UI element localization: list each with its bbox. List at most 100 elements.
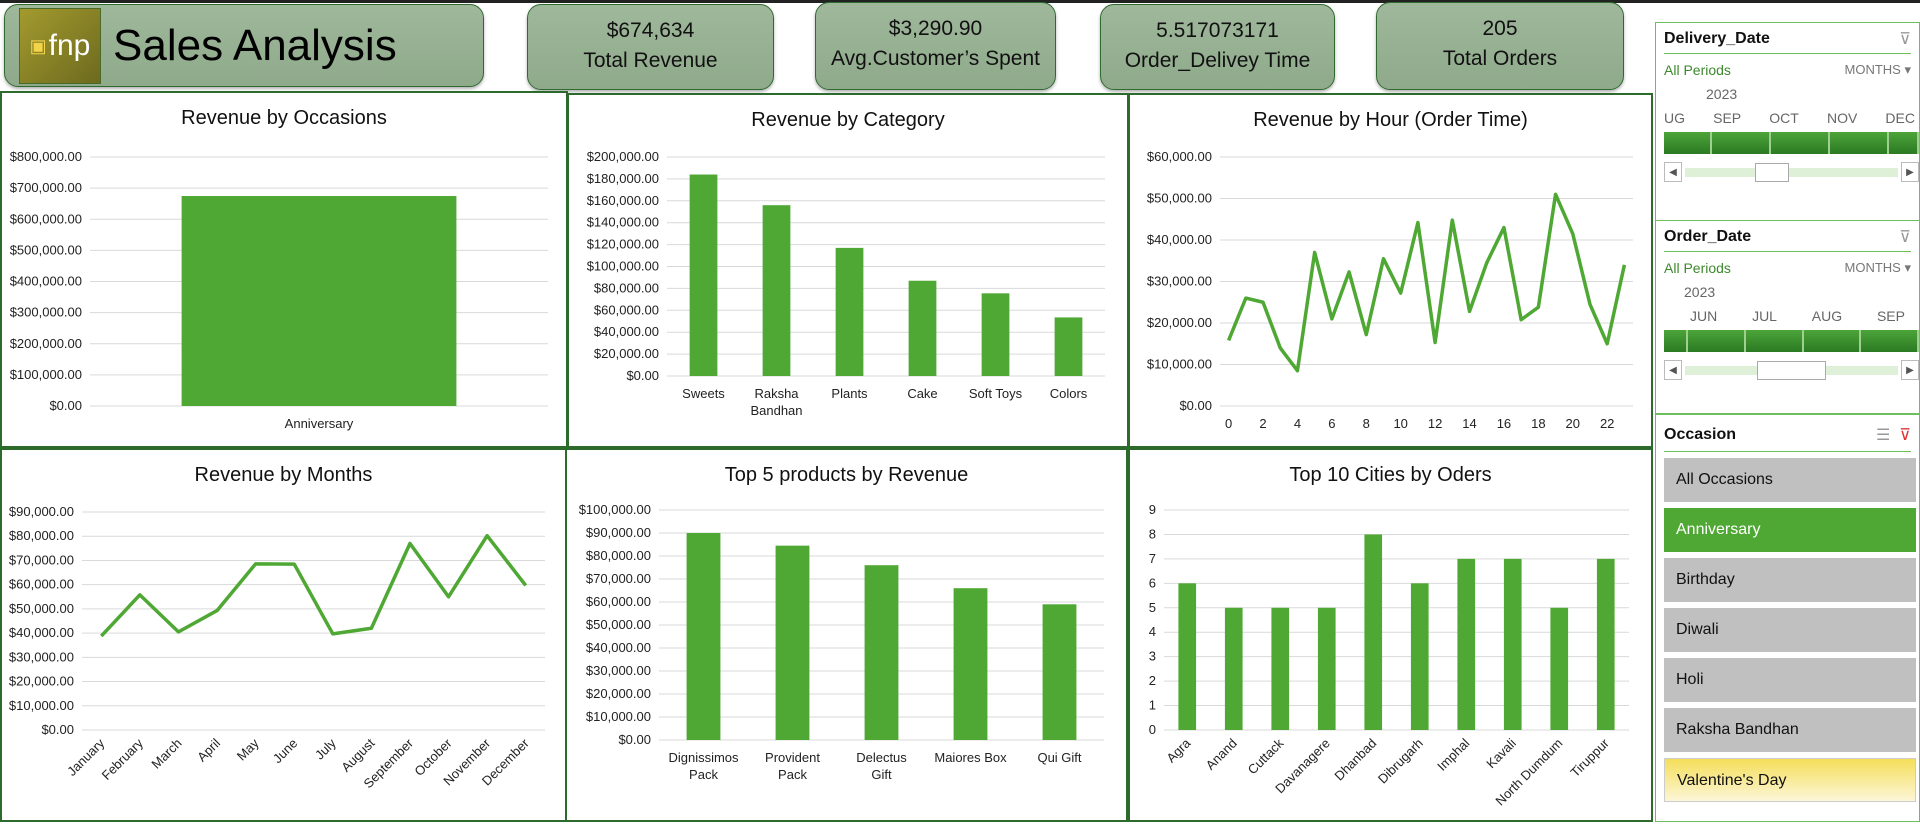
month-label: JUN	[1690, 308, 1718, 324]
item-label: Diwali	[1676, 621, 1719, 638]
slicer-title: Occasion	[1664, 426, 1737, 443]
scroll-thumb[interactable]	[1755, 162, 1790, 182]
item-label: Anniversary	[1676, 521, 1761, 538]
x-tick-label: 0	[1225, 416, 1232, 431]
x-tick-label: Delectus	[856, 750, 907, 765]
y-tick-label: $40,000.00	[9, 625, 74, 640]
timeline-bars[interactable]	[1664, 132, 1920, 154]
slicer-item-diwali[interactable]: Diwali	[1664, 608, 1916, 652]
x-tick-label: Dibrugarh	[1375, 736, 1426, 787]
y-tick-label: $60,000.00	[1147, 149, 1212, 164]
x-tick-label: 22	[1600, 416, 1614, 431]
y-tick-label: $300,000.00	[10, 305, 82, 320]
time-level-value: MONTHS	[1844, 260, 1901, 275]
bar	[1410, 583, 1429, 730]
slicer-item-all-occasions[interactable]: All Occasions	[1664, 458, 1916, 502]
chart-revenue-by-category: Revenue by Category $0.00 $20,000.00 $40,00…	[567, 93, 1129, 448]
slicer-order-date: Order_Date ⊽ All Periods MONTHS ▾ 2023 JUN…	[1655, 220, 1920, 414]
x-tick-label: 18	[1531, 416, 1545, 431]
y-tick-label: $50,000.00	[1147, 191, 1212, 206]
y-tick-label: 4	[1149, 624, 1156, 639]
x-tick-label: Pack	[778, 767, 807, 782]
bar	[835, 247, 864, 376]
bar	[864, 565, 899, 740]
slicer-item-anniversary[interactable]: Anniversary	[1664, 508, 1916, 552]
y-tick-label: $200,000.00	[587, 149, 659, 164]
y-tick-label: $0.00	[618, 732, 651, 747]
y-tick-label: $30,000.00	[9, 649, 74, 664]
kpi-label: Avg.Customer’s Spent	[831, 47, 1040, 70]
timeline-scrollbar[interactable]: ◀ ▶	[1664, 360, 1919, 380]
x-tick-label: 16	[1497, 416, 1511, 431]
scroll-track[interactable]	[1685, 162, 1898, 182]
x-tick-label: 6	[1328, 416, 1335, 431]
y-tick-label: $140,000.00	[587, 215, 659, 230]
bar	[775, 545, 810, 740]
slicer-occasion: Occasion ☰ ⊽ All Occasions Anniversary Bi…	[1655, 414, 1920, 822]
filter-clear-icon[interactable]: ⊽	[1899, 427, 1911, 444]
x-tick-label: 8	[1363, 416, 1370, 431]
chart-svg: $0.00 $10,000.00 $20,000.00 $30,000.00 $40,0…	[579, 502, 1104, 782]
chart-title: Top 5 products by Revenue	[724, 464, 969, 486]
x-tick-label: July	[312, 735, 339, 762]
month-label: SEP	[1713, 110, 1742, 126]
y-tick-label: 0	[1149, 722, 1156, 737]
all-periods-label: All Periods	[1664, 260, 1731, 276]
chart-title: Revenue by Hour (Order Time)	[1253, 109, 1528, 131]
scroll-track[interactable]	[1685, 360, 1898, 380]
slicer-title: Order_Date	[1664, 228, 1752, 245]
y-tick-label: $120,000.00	[587, 237, 659, 252]
slicer-item-raksha-bandhan[interactable]: Raksha Bandhan	[1664, 708, 1916, 752]
chart-revenue-by-hour: Revenue by Hour (Order Time) $0.00 $10,000…	[1128, 93, 1653, 448]
x-tick-label: May	[234, 735, 262, 763]
x-tick-label: Plants	[831, 386, 868, 401]
filter-clear-icon[interactable]: ⊽	[1899, 31, 1911, 48]
scroll-thumb[interactable]	[1757, 360, 1826, 380]
scroll-right-icon[interactable]: ▶	[1901, 162, 1919, 182]
y-tick-label: 6	[1149, 575, 1156, 590]
kpi-value: 205	[1482, 17, 1518, 40]
filter-clear-icon[interactable]: ⊽	[1899, 229, 1911, 246]
y-tick-label: 9	[1149, 502, 1156, 517]
chart-svg: $0.00 $100,000.00 $200,000.00 $300,000.00 $4…	[10, 149, 548, 431]
x-tick-label: Maiores Box	[934, 750, 1007, 765]
y-tick-label: $40,000.00	[594, 324, 659, 339]
bar	[1054, 317, 1083, 376]
timeline-bars[interactable]	[1664, 330, 1920, 352]
scroll-right-icon[interactable]: ▶	[1901, 360, 1919, 380]
y-tick-label: $30,000.00	[1147, 274, 1212, 289]
scroll-left-icon[interactable]: ◀	[1664, 360, 1682, 380]
bar	[1503, 558, 1522, 730]
multi-select-icon[interactable]: ☰	[1876, 427, 1891, 444]
item-label: Valentine's Day	[1677, 772, 1787, 789]
bar	[1596, 558, 1615, 730]
y-tick-label: 2	[1149, 673, 1156, 688]
bar	[908, 280, 937, 376]
bar	[1178, 583, 1197, 730]
year-label: 2023	[1706, 86, 1738, 102]
kpi-total-orders: 205 Total Orders	[1376, 2, 1624, 90]
x-tick-label: Cake	[907, 386, 937, 401]
y-tick-label: $80,000.00	[586, 548, 651, 563]
timeline-scrollbar[interactable]: ◀ ▶	[1664, 162, 1919, 182]
time-level-dropdown[interactable]: MONTHS ▾	[1845, 260, 1912, 276]
slicer-item-birthday[interactable]: Birthday	[1664, 558, 1916, 602]
month-label: JUL	[1752, 308, 1777, 324]
slicer-item-valentines-day[interactable]: Valentine's Day	[1664, 758, 1916, 802]
x-tick-label: Agra	[1163, 735, 1194, 766]
x-tick-label: Sweets	[682, 386, 725, 401]
bar	[1317, 607, 1336, 730]
time-level-dropdown[interactable]: MONTHS ▾	[1845, 62, 1912, 78]
bar	[1457, 558, 1476, 730]
chart-title: Revenue by Category	[751, 109, 945, 131]
y-tick-label: $80,000.00	[594, 280, 659, 295]
slicer-item-holi[interactable]: Holi	[1664, 658, 1916, 702]
y-tick-label: $30,000.00	[586, 663, 651, 678]
scroll-left-icon[interactable]: ◀	[1664, 162, 1682, 182]
chevron-down-icon: ▾	[1904, 260, 1911, 275]
y-tick-label: 3	[1149, 649, 1156, 664]
chart-title: Revenue by Months	[194, 464, 373, 486]
y-tick-label: $0.00	[626, 368, 659, 383]
x-tick-label: 2	[1259, 416, 1266, 431]
